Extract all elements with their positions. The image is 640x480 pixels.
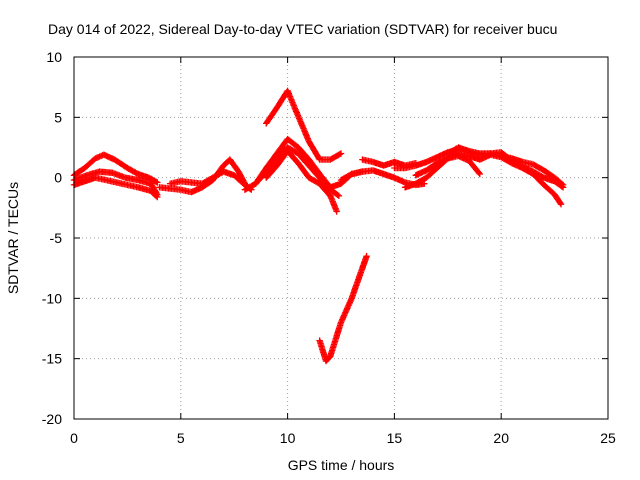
data-points — [444, 144, 567, 191]
x-tick-label: 20 — [493, 430, 509, 446]
data-points — [263, 147, 340, 215]
x-axis-label: GPS time / hours — [288, 457, 395, 473]
y-tick-label: 0 — [54, 170, 62, 186]
data-points — [412, 152, 483, 179]
tick-layer: 0 5 10 15 20 25 -20 -15 -10 -5 0 5 10 — [42, 49, 616, 446]
data-layer — [70, 87, 567, 365]
x-tick-label: 10 — [280, 430, 296, 446]
grid-layer — [74, 57, 608, 419]
series-track-m — [412, 152, 483, 179]
y-tick-label: -5 — [50, 230, 63, 246]
y-tick-label: 5 — [54, 109, 62, 125]
y-tick-label: 10 — [46, 49, 62, 65]
x-tick-label: 0 — [70, 430, 78, 446]
series-track-c — [166, 168, 255, 193]
x-tick-label: 15 — [387, 430, 403, 446]
y-tick-label: -15 — [42, 351, 62, 367]
plot-frame — [73, 56, 609, 420]
data-points — [263, 87, 345, 163]
series-track-h — [316, 252, 370, 365]
x-tick-label: 5 — [177, 430, 185, 446]
data-points — [166, 168, 255, 193]
chart-title: Day 014 of 2022, Sidereal Day-to-day VTE… — [48, 21, 557, 37]
series-track-g — [263, 87, 345, 163]
y-tick-label: -10 — [42, 290, 62, 306]
x-tick-label: 25 — [600, 430, 616, 446]
y-tick-label: -20 — [42, 411, 62, 427]
data-points — [316, 252, 370, 365]
series-track-f — [263, 147, 340, 215]
y-axis-label: SDTVAR / TECUs — [5, 182, 21, 294]
series-track-n — [444, 144, 567, 191]
